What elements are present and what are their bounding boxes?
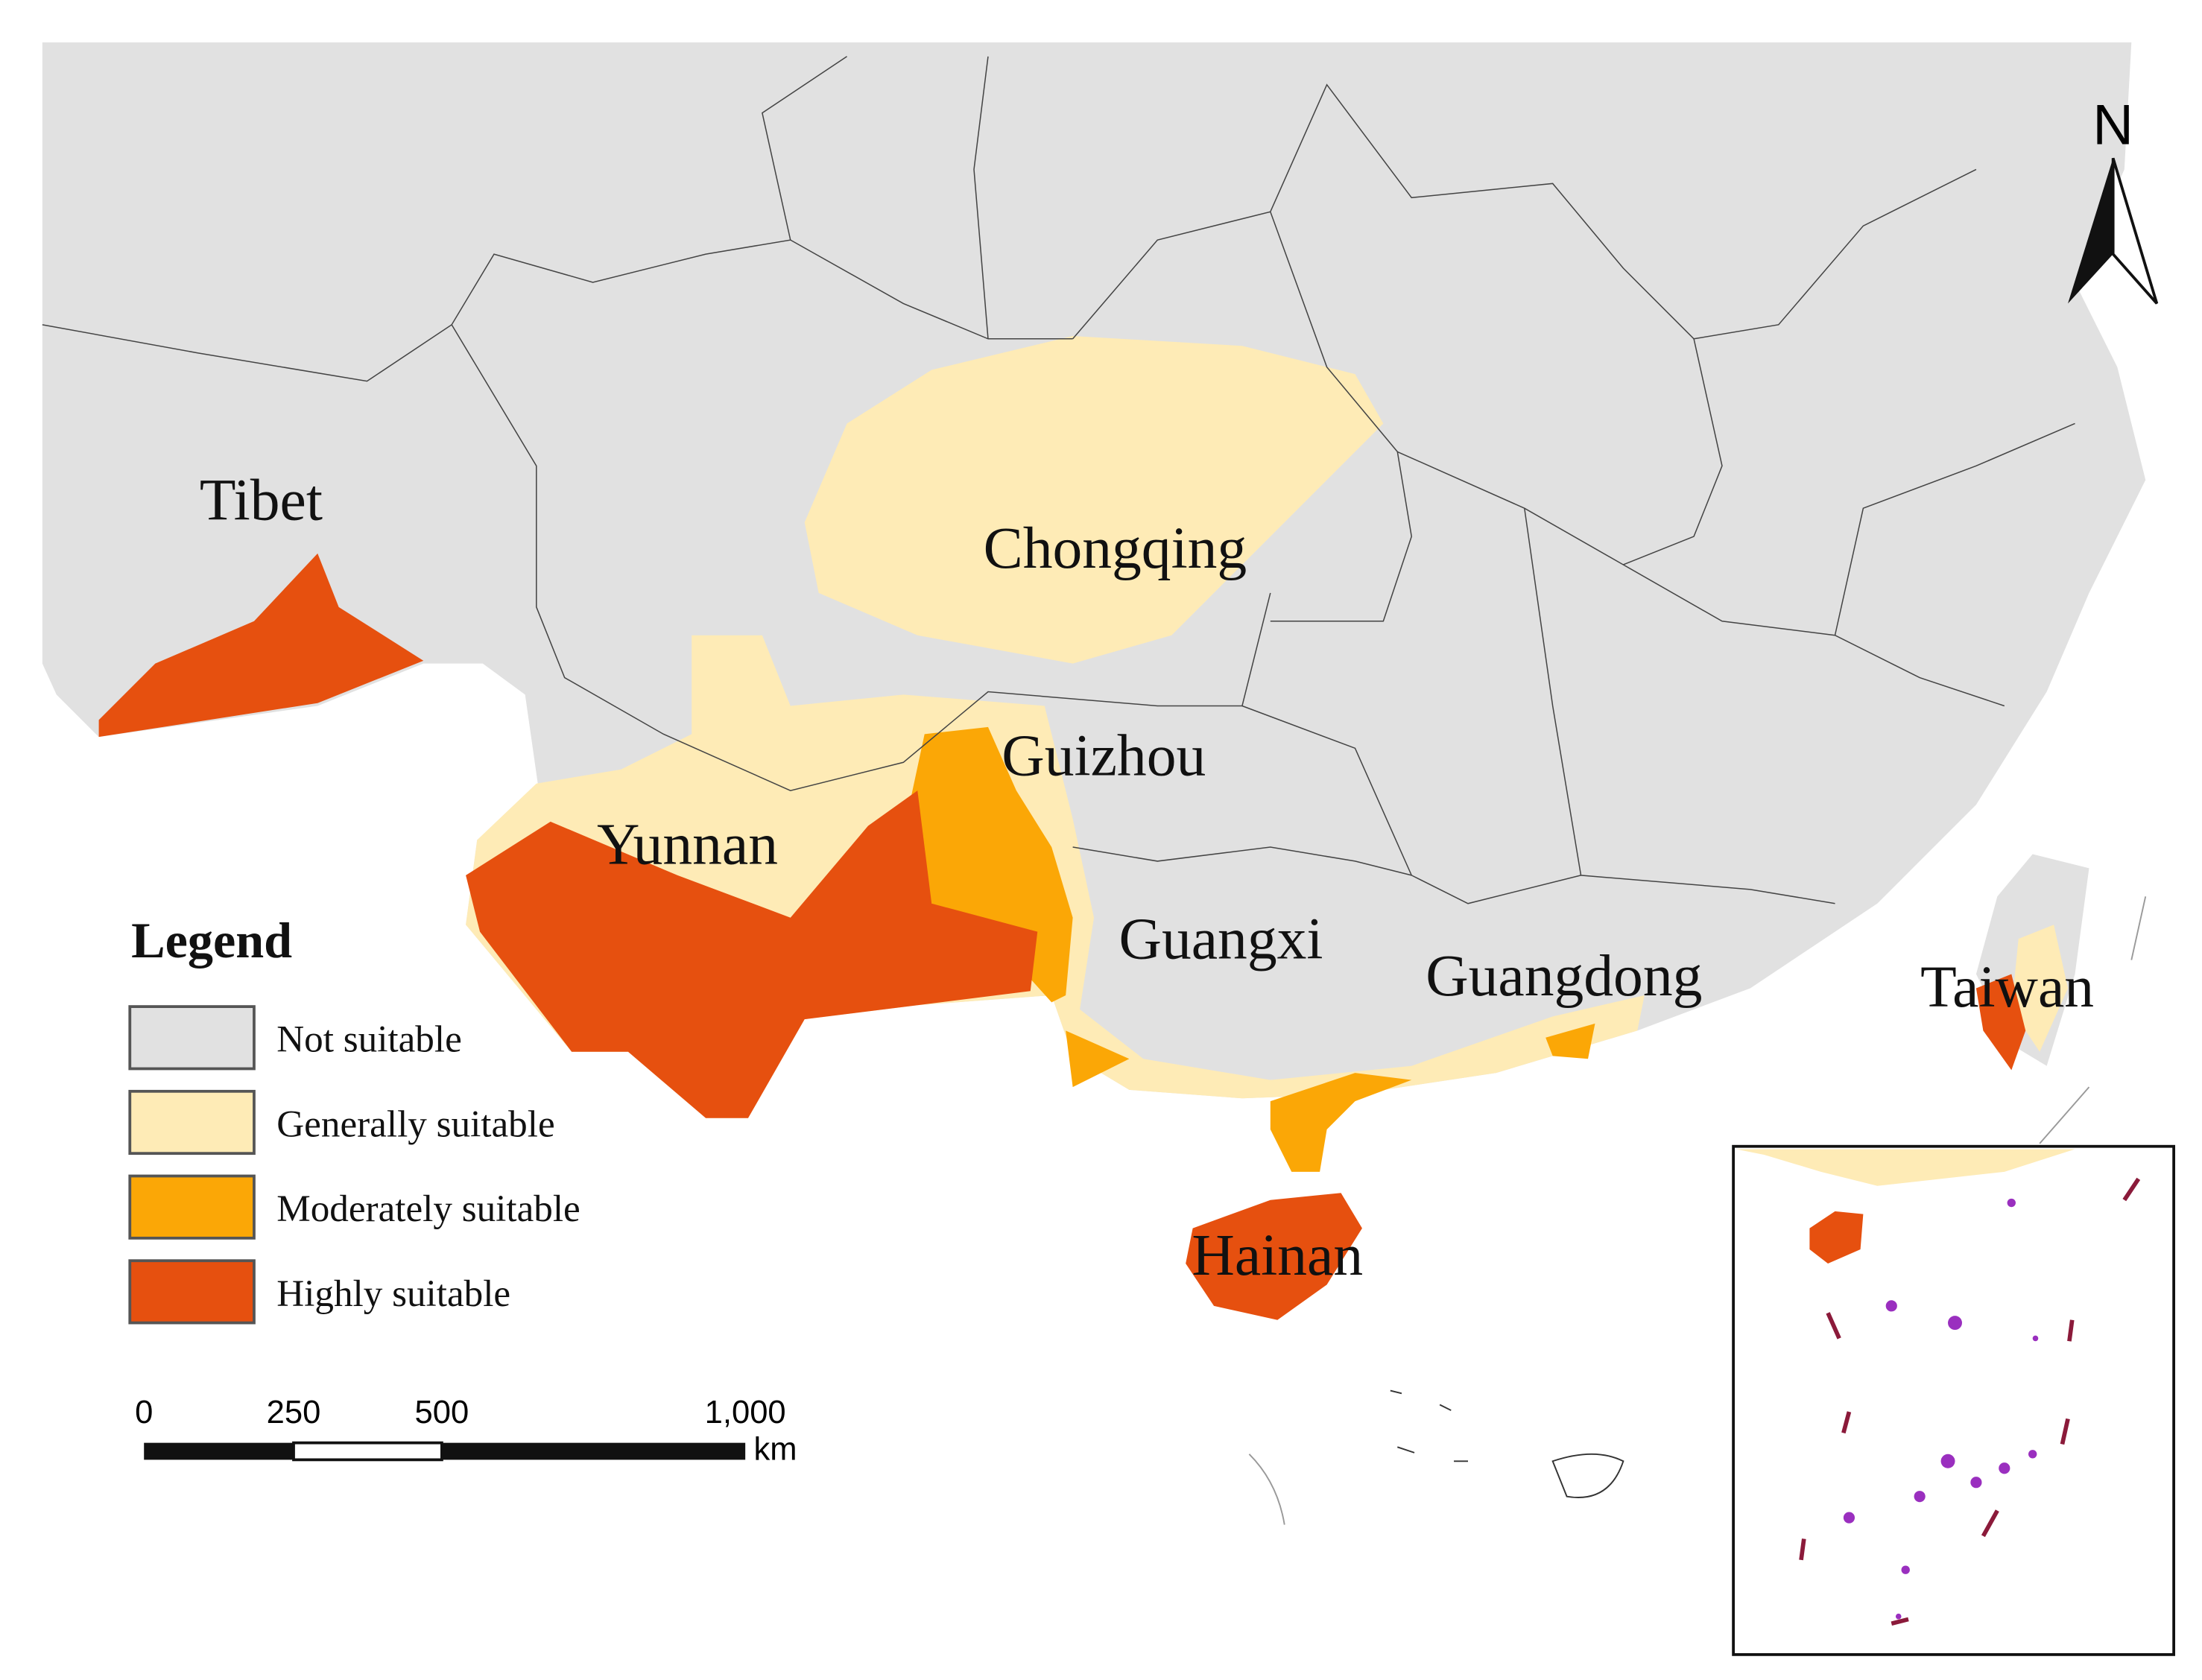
region-label: Tibet [200, 467, 323, 533]
north-label: N [2092, 93, 2133, 156]
region-label: Chongqing [984, 516, 1247, 581]
region-label: Guangdong [1426, 943, 1702, 1009]
region-label: Guangxi [1119, 907, 1323, 972]
legend-label: Generally suitable [276, 1103, 554, 1145]
land [1736, 1149, 2075, 1186]
legend-swatch [128, 1259, 256, 1325]
legend-label: Not suitable [276, 1018, 462, 1061]
generally-suitable-area [804, 336, 1384, 664]
legend-label: Moderately suitable [276, 1188, 580, 1230]
scale-label: 1,000 [705, 1395, 786, 1430]
region-label: Yunnan [597, 812, 778, 878]
scale-label: 500 [415, 1395, 469, 1430]
scale-unit: km [754, 1431, 797, 1467]
highly-suitable-area [1809, 1211, 1864, 1264]
moderately-suitable-area [1066, 1023, 1595, 1172]
islands [1248, 896, 2147, 1525]
legend-swatch [128, 1005, 256, 1071]
inset-map [1732, 1144, 2176, 1656]
highly-suitable-area [1975, 974, 2026, 1071]
legend-swatch [128, 1089, 256, 1156]
region-label: Taiwan [1920, 954, 2094, 1020]
scale-bar [144, 1441, 746, 1462]
legend-swatch [128, 1174, 256, 1240]
region-label: Hainan [1192, 1223, 1363, 1288]
generally-suitable-area [2011, 925, 2069, 1052]
highly-suitable-area [1186, 1193, 1362, 1320]
region-label: Guizhou [1002, 723, 1206, 788]
scale-label: 0 [135, 1395, 153, 1430]
north-arrow [2068, 157, 2159, 305]
highly-suitable-area [98, 553, 424, 738]
highly-suitable-area [466, 790, 1038, 1118]
scale-label: 250 [267, 1395, 321, 1430]
legend-label: Highly suitable [276, 1272, 510, 1315]
legend-title: Legend [131, 912, 292, 969]
province-borders [42, 56, 2075, 904]
